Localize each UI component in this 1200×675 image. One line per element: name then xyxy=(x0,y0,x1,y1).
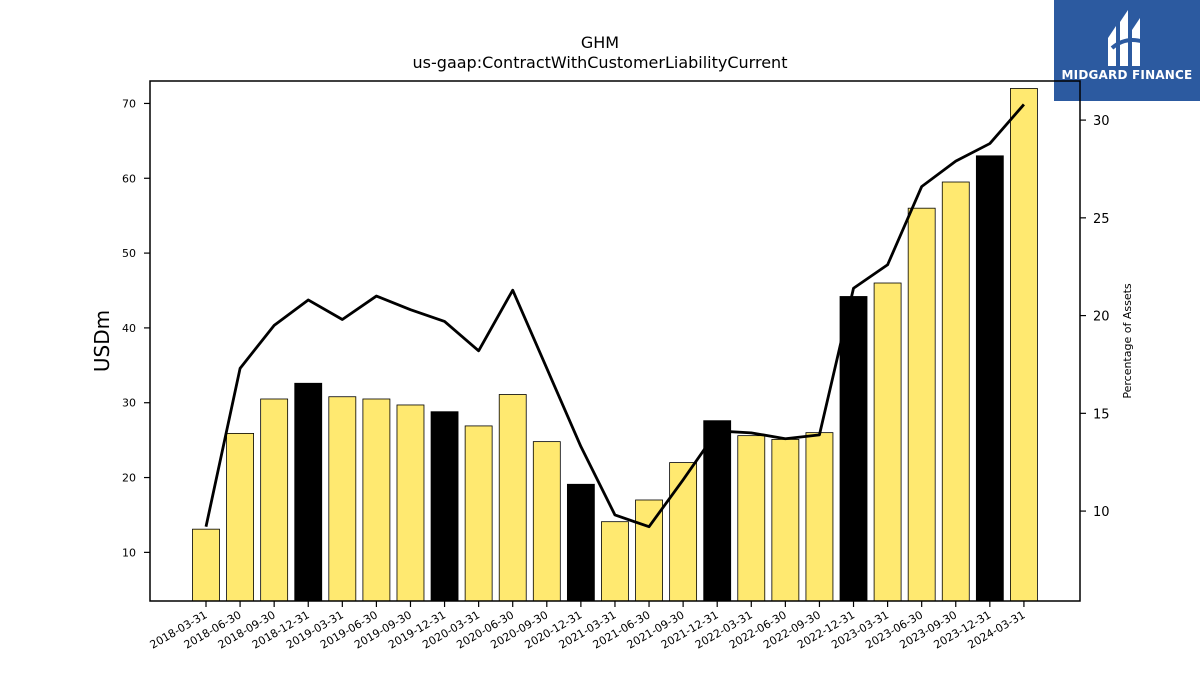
bar xyxy=(1010,88,1038,602)
chart-subtitle: us-gaap:ContractWithCustomerLiabilityCur… xyxy=(412,53,788,72)
bar xyxy=(464,425,493,602)
percentage-line xyxy=(204,103,1025,529)
bar xyxy=(805,432,834,602)
y-tick-label: 10 xyxy=(122,546,136,559)
y-tick-label: 50 xyxy=(122,247,136,260)
bar xyxy=(873,282,902,602)
chart-title: GHM xyxy=(580,33,620,52)
y-tick-label: 60 xyxy=(122,172,136,185)
y-axis-label: USDm xyxy=(90,310,114,372)
y2-tick-label: 25 xyxy=(1093,212,1110,227)
bar xyxy=(635,499,663,602)
bar xyxy=(294,382,323,602)
bar xyxy=(669,462,698,602)
brand-logo: MIDGARD FINANCE xyxy=(1054,0,1200,101)
y-tick-label: 40 xyxy=(122,322,136,335)
y2-tick-label: 10 xyxy=(1093,505,1110,520)
bar xyxy=(737,435,766,602)
midgard-logo-icon xyxy=(1108,10,1145,66)
y2-tick-label: 30 xyxy=(1093,114,1110,129)
bar xyxy=(907,207,936,602)
bar xyxy=(192,528,220,602)
bar xyxy=(260,398,289,602)
bar xyxy=(566,483,595,602)
bar xyxy=(430,411,459,602)
logo-text: MIDGARD FINANCE xyxy=(1061,68,1193,82)
y2-tick-label: 15 xyxy=(1093,407,1110,422)
y-tick-label: 70 xyxy=(122,97,136,110)
bar xyxy=(771,438,800,602)
bar xyxy=(328,396,357,602)
bar xyxy=(975,155,1004,602)
bar xyxy=(226,432,254,602)
y-tick-label: 20 xyxy=(122,472,136,485)
bar xyxy=(941,181,970,602)
y2-axis-label: Percentage of Assets xyxy=(1121,283,1134,399)
bar xyxy=(498,394,527,602)
bar xyxy=(532,441,561,602)
y-tick-label: 30 xyxy=(122,397,136,410)
bar xyxy=(703,420,732,602)
bar xyxy=(839,296,868,602)
y2-tick-label: 20 xyxy=(1093,310,1110,325)
bar xyxy=(362,398,391,602)
bar xyxy=(601,521,629,602)
bar xyxy=(396,404,425,602)
